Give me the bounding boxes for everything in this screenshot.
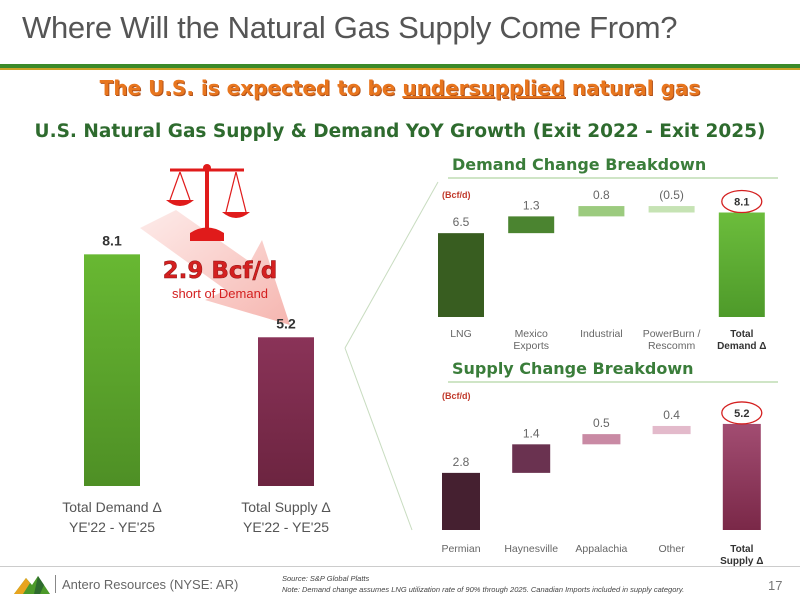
footer-company: Antero Resources (NYSE: AR) bbox=[62, 577, 239, 592]
footer-divider bbox=[55, 575, 56, 593]
page-number: 17 bbox=[768, 578, 783, 593]
supply-value-label: 1.4 bbox=[523, 426, 540, 440]
supply-value-label: 2.8 bbox=[453, 455, 470, 469]
demand-breakdown-rule bbox=[448, 177, 778, 179]
supply-value-label: 0.5 bbox=[593, 416, 610, 430]
total-bar-0 bbox=[84, 254, 140, 486]
supply-bar bbox=[652, 425, 691, 435]
total-bar-value: 5.2 bbox=[276, 315, 296, 331]
subtitle-underlined: undersupplied bbox=[402, 76, 565, 100]
total-bar-category-line: Total Supply Δ bbox=[241, 499, 331, 515]
footer-rule bbox=[0, 566, 800, 567]
supply-breakdown-rule bbox=[448, 381, 778, 383]
supply-value-label: 0.4 bbox=[663, 408, 680, 422]
demand-value-label: 1.3 bbox=[523, 198, 540, 212]
total-bar-category-line: Total Demand Δ bbox=[62, 499, 162, 515]
demand-value-label: (0.5) bbox=[659, 188, 684, 202]
demand-unit-label: (Bcf/d) bbox=[442, 190, 471, 200]
supply-bar bbox=[582, 434, 621, 445]
demand-category-line: LNG bbox=[450, 328, 472, 340]
demand-bar bbox=[578, 206, 625, 217]
supply-bar bbox=[722, 423, 761, 530]
supply-breakdown-title: Supply Change Breakdown bbox=[452, 359, 694, 378]
footer-notes: Source: S&P Global Platts Note: Demand c… bbox=[282, 573, 684, 595]
demand-category-line: Total bbox=[730, 329, 753, 340]
supply-bar bbox=[512, 444, 551, 473]
footer-source: Source: S&P Global Platts bbox=[282, 574, 370, 583]
shortfall-value: 2.9 Bcf/d bbox=[163, 258, 278, 284]
slide-subtitle: The U.S. is expected to be undersupplied… bbox=[0, 76, 800, 100]
demand-category: LNG bbox=[450, 328, 472, 340]
demand-value-label: 0.8 bbox=[593, 188, 610, 202]
demand-bar bbox=[508, 216, 555, 234]
page-title: Where Will the Natural Gas Supply Come F… bbox=[22, 10, 678, 45]
supply-category-line: Haynesville bbox=[504, 543, 558, 555]
demand-category: PowerBurn / Rescomm bbox=[643, 328, 701, 352]
supply-bar bbox=[442, 472, 480, 530]
down-right-arrow-icon bbox=[140, 210, 290, 325]
total-bar-category: Total Supply Δ YE'22 - YE'25 bbox=[241, 499, 331, 535]
supply-value-label: 5.2 bbox=[734, 408, 749, 420]
total-bar-category: Total Demand Δ YE'22 - YE'25 bbox=[62, 499, 162, 535]
demand-category-line: Mexico bbox=[515, 328, 548, 340]
demand-value-label: 6.5 bbox=[453, 215, 470, 229]
zoom-line-bottom bbox=[344, 347, 413, 531]
demand-bar bbox=[648, 206, 695, 213]
demand-category-line: PowerBurn / bbox=[643, 328, 701, 340]
supply-category: Appalachia bbox=[575, 543, 627, 555]
total-bar-category-line: YE'22 - YE'25 bbox=[69, 519, 155, 535]
supply-category: Haynesville bbox=[504, 543, 558, 555]
header-rule bbox=[0, 64, 800, 68]
antero-mountain-logo-icon bbox=[14, 576, 50, 594]
demand-category: Industrial bbox=[580, 328, 623, 340]
shortfall-label: short of Demand bbox=[172, 286, 268, 301]
supply-category-line: Other bbox=[658, 543, 685, 555]
demand-category: Mexico Exports bbox=[513, 328, 549, 352]
total-bar-value: 8.1 bbox=[102, 232, 122, 248]
demand-bar bbox=[438, 233, 484, 317]
total-bar-category-line: YE'22 - YE'25 bbox=[243, 519, 329, 535]
demand-category-line: Exports bbox=[513, 340, 549, 352]
demand-bar bbox=[718, 212, 765, 317]
demand-value-label: 8.1 bbox=[734, 197, 749, 209]
supply-category-line: Supply Δ bbox=[720, 556, 763, 567]
supply-category: Total Supply Δ bbox=[720, 544, 763, 567]
balance-scale-icon bbox=[166, 164, 250, 241]
supply-category: Other bbox=[658, 543, 685, 555]
supply-unit-label: (Bcf/d) bbox=[442, 391, 471, 401]
total-bar-1 bbox=[258, 337, 314, 486]
demand-category-line: Demand Δ bbox=[717, 341, 766, 352]
supply-category-line: Appalachia bbox=[575, 543, 627, 555]
subtitle-prefix: The U.S. is expected to be bbox=[99, 76, 403, 100]
demand-category-line: Industrial bbox=[580, 328, 623, 340]
chart-title: U.S. Natural Gas Supply & Demand YoY Gro… bbox=[34, 121, 766, 142]
supply-category-line: Permian bbox=[441, 543, 480, 555]
demand-total-highlight bbox=[721, 189, 763, 214]
demand-breakdown-title: Demand Change Breakdown bbox=[452, 155, 707, 174]
supply-total-highlight bbox=[721, 401, 763, 425]
subtitle-suffix: natural gas bbox=[564, 76, 701, 100]
header-rule-accent bbox=[0, 68, 800, 70]
demand-category: Total Demand Δ bbox=[717, 329, 766, 352]
supply-category-line: Total bbox=[730, 544, 753, 555]
supply-category: Permian bbox=[441, 543, 480, 555]
demand-category-line: Rescomm bbox=[648, 340, 696, 352]
zoom-line-top bbox=[344, 181, 439, 349]
footer-note: Note: Demand change assumes LNG utilizat… bbox=[282, 585, 685, 594]
